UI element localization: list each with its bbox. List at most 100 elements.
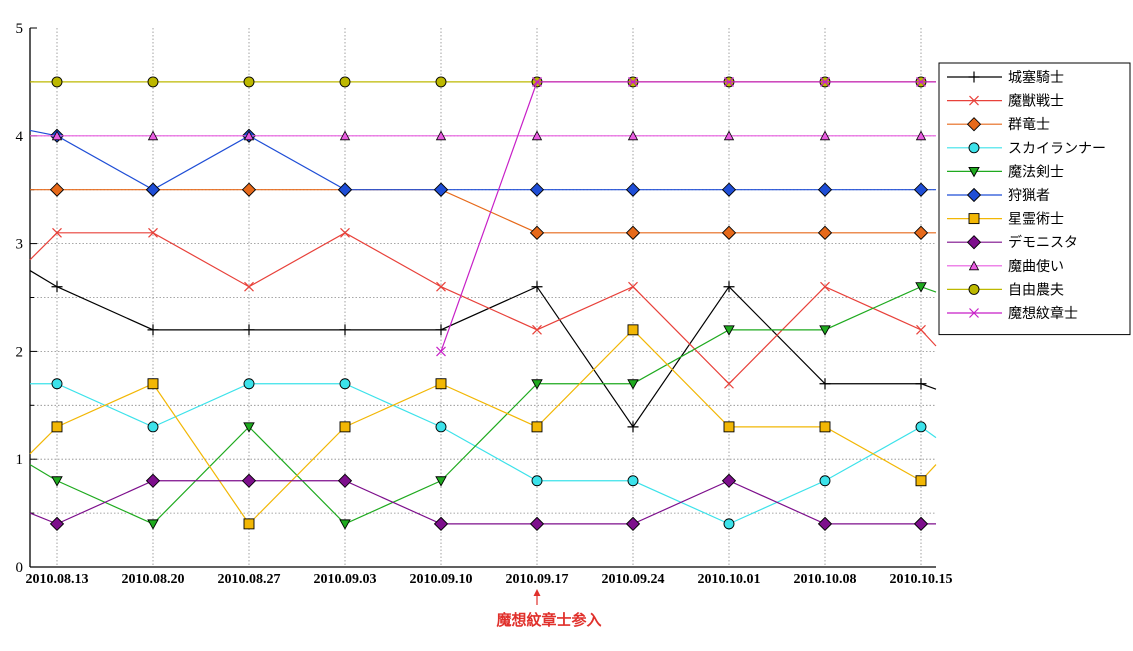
legend-item: スカイランナー (947, 141, 1106, 157)
data-point (435, 76, 447, 88)
data-point (51, 421, 63, 433)
data-point (339, 519, 351, 530)
series-line (30, 383, 937, 525)
x-tick-label: 2010.08.27 (218, 572, 281, 587)
data-point (916, 324, 926, 335)
legend-marker (969, 95, 979, 106)
data-point (52, 227, 62, 238)
data-point (339, 324, 351, 336)
legend-item: 自由農夫 (947, 282, 1064, 298)
data-point (243, 130, 255, 141)
legend-label: 群竜士 (1008, 116, 1050, 133)
x-tick-label: 2010.08.20 (122, 572, 185, 587)
legend-item: 魔想紋章士 (947, 305, 1078, 322)
data-point (817, 516, 833, 532)
data-point (625, 516, 641, 532)
data-point (243, 518, 255, 530)
x-tick-labels: 2010.08.13 2010.08.20 2010.08.27 2010.09.03… (26, 572, 953, 587)
legend-label: 魔法剣士 (1008, 164, 1064, 180)
data-point (147, 378, 159, 390)
series-line (29, 328, 937, 525)
data-point (145, 182, 161, 197)
legend: 城塞騎士魔獣戦士群竜士スカイランナー魔法剣士狩猟者星霊術士デモニスタ魔曲使い自由… (938, 62, 1131, 336)
legend-label: 狩猟者 (1008, 188, 1050, 204)
data-point (243, 378, 255, 390)
data-point (721, 473, 737, 488)
data-point (529, 225, 545, 240)
data-point (147, 519, 159, 530)
data-point (532, 76, 542, 87)
data-point (723, 325, 735, 336)
annotation-text: 魔想紋章士参入 (496, 611, 601, 629)
data-point (147, 130, 159, 141)
data-point (627, 324, 639, 336)
data-point (819, 130, 831, 141)
legend-marker (968, 283, 980, 295)
legend-label: スカイランナー (1008, 141, 1106, 157)
data-point (531, 475, 543, 487)
data-point (241, 473, 257, 488)
x-tick-label: 2010.09.10 (410, 572, 473, 587)
series-7 (29, 324, 937, 530)
data-point (721, 225, 737, 240)
data-point (433, 516, 449, 532)
data-point (435, 378, 447, 390)
data-point (915, 475, 927, 487)
data-point (435, 421, 447, 433)
data-point (531, 130, 543, 141)
data-point (627, 130, 639, 141)
legend-item: デモニスタ (947, 234, 1078, 251)
legend-marker (968, 260, 980, 271)
data-point (915, 130, 927, 141)
legend-item: 星霊術士 (947, 212, 1064, 228)
grid-lines (30, 28, 936, 567)
data-point (531, 281, 543, 293)
series-8 (29, 473, 936, 532)
series-line (29, 480, 936, 525)
series-lines (29, 76, 937, 532)
data-point (51, 76, 63, 88)
data-point (243, 324, 255, 336)
legend-label: 魔曲使い (1008, 258, 1064, 275)
legend-label: 魔想紋章士 (1008, 305, 1078, 322)
data-point (51, 378, 63, 390)
series-line (29, 232, 937, 385)
data-point (819, 421, 831, 433)
data-point (627, 421, 639, 433)
data-point (337, 182, 353, 197)
data-point (51, 476, 63, 487)
legend-item: 群竜士 (947, 116, 1050, 133)
data-point (241, 182, 257, 197)
data-point (147, 421, 159, 433)
series-4 (30, 378, 937, 530)
legend-marker (968, 142, 980, 154)
legend-marker (968, 71, 980, 83)
legend-label: 城塞騎士 (1008, 69, 1064, 86)
data-point (723, 518, 735, 530)
data-point (915, 282, 927, 293)
data-point (148, 227, 158, 238)
data-point (49, 182, 65, 197)
legend-marker (966, 117, 982, 132)
data-point (51, 130, 63, 141)
data-point (625, 225, 641, 240)
x-tick-label: 2010.08.13 (26, 572, 89, 587)
data-point (913, 182, 929, 197)
series-line (29, 286, 937, 525)
data-point (435, 130, 447, 141)
data-point (913, 516, 929, 532)
data-point (627, 475, 639, 487)
data-point (147, 76, 159, 88)
data-point (913, 225, 929, 240)
data-point (532, 324, 542, 335)
legend-label: デモニスタ (1008, 234, 1078, 251)
data-point (529, 182, 545, 197)
data-point (819, 378, 831, 390)
data-point (721, 182, 737, 197)
data-point (145, 473, 161, 488)
data-point (817, 225, 833, 240)
legend-item: 魔法剣士 (947, 164, 1064, 180)
data-point (724, 378, 734, 389)
data-point (244, 281, 254, 292)
